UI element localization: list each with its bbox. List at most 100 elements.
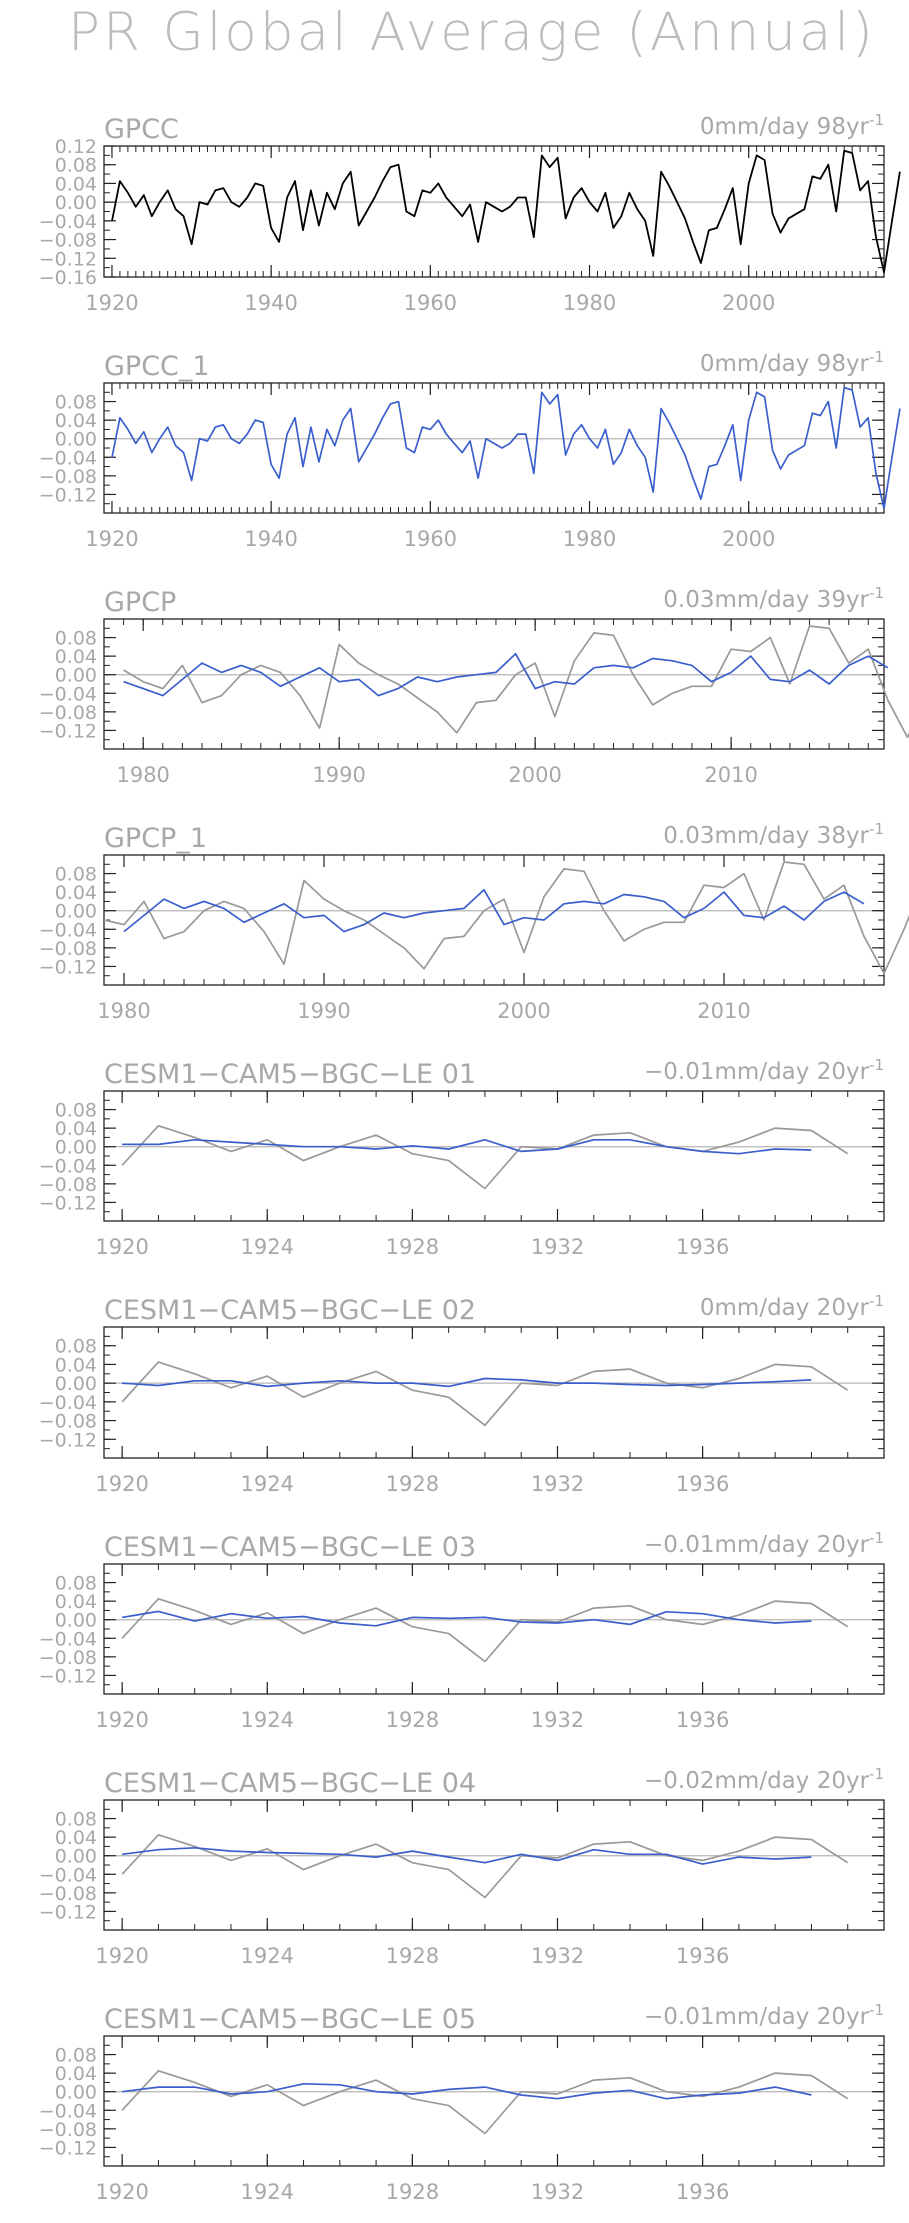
y-tick-label: −0.04	[39, 1864, 97, 1886]
plot-frame	[103, 1799, 885, 1931]
y-tick-label: −0.16	[39, 267, 97, 289]
x-tick-label: 1940	[244, 291, 297, 315]
series-line-2	[121, 1610, 812, 1627]
page-title: PR Global Average (Annual)	[68, 2, 876, 63]
y-tick-label: 0.00	[55, 2082, 97, 2104]
x-tick-label: 1990	[312, 763, 365, 787]
x-tick-label: 1936	[676, 1944, 729, 1968]
y-tick-label: −0.08	[39, 1174, 97, 1196]
chart-title: CESM1−CAM5−BGC−LE 03	[104, 1532, 476, 1563]
x-tick-label: 1990	[297, 999, 350, 1023]
chart-panel-1: GPCC 0mm/day 98yr-1 1920 1940 1960 1980 2000 −0…	[39, 111, 901, 315]
series-line-2	[121, 1846, 812, 1865]
chart-panel-2: GPCC_1 0mm/day 98yr-1 1920 1940 1960 1980 2000…	[39, 348, 901, 551]
y-tick-label: −0.08	[39, 230, 97, 252]
x-tick-label: 2000	[497, 999, 550, 1023]
chart-title: GPCP_1	[104, 823, 207, 854]
y-tick-label: 0.04	[55, 173, 97, 195]
trend-label: −0.01mm/day 20yr-1	[644, 2001, 884, 2030]
y-tick-label: 0.00	[55, 665, 97, 687]
y-tick-label: −0.12	[39, 956, 97, 978]
trend-label: 0mm/day 98yr-1	[700, 111, 884, 140]
chart-panel-3: GPCP 0.03mm/day 39yr-1 1980 1990 2000 2010 −0.…	[39, 584, 909, 787]
x-tick-label: 1980	[563, 527, 616, 551]
y-tick-label: 0.04	[55, 1354, 97, 1376]
y-tick-label: 0.08	[55, 628, 97, 650]
y-tick-label: 0.00	[55, 429, 97, 451]
y-tick-label: −0.04	[39, 919, 97, 941]
y-tick-label: −0.04	[39, 1392, 97, 1414]
chart-title: GPCC_1	[104, 351, 210, 382]
x-tick-label: 1936	[676, 1235, 729, 1259]
series-line-2	[122, 1377, 812, 1388]
chart-title: CESM1−CAM5−BGC−LE 02	[104, 1295, 476, 1326]
x-tick-label: 2000	[722, 527, 775, 551]
x-tick-label: 1980	[116, 763, 169, 787]
series-line-2	[122, 1138, 812, 1155]
series-line-1	[123, 625, 909, 739]
plot-frame	[103, 1563, 885, 1695]
series-line-1	[111, 386, 901, 510]
y-tick-label: 0.12	[55, 136, 97, 158]
y-tick-label: 0.08	[55, 864, 97, 886]
y-tick-label: −0.04	[39, 447, 97, 469]
x-tick-label: 1960	[404, 527, 457, 551]
y-tick-label: −0.08	[39, 2119, 97, 2141]
x-tick-label: 1940	[244, 527, 297, 551]
y-tick-label: −0.12	[39, 1429, 97, 1451]
y-tick-label: 0.04	[55, 1118, 97, 1140]
y-tick-label: 0.04	[55, 410, 97, 432]
y-tick-label: −0.08	[39, 938, 97, 960]
trend-label: 0.03mm/day 38yr-1	[663, 820, 884, 849]
x-tick-label: 1920	[95, 1708, 148, 1732]
y-tick-label: 0.04	[55, 2063, 97, 2085]
trend-label: 0mm/day 20yr-1	[700, 1292, 884, 1321]
y-tick-label: 0.08	[55, 1573, 97, 1595]
plot-frame	[103, 1090, 885, 1222]
series-line-1	[121, 1833, 849, 1899]
series-line-2	[123, 888, 865, 933]
y-tick-label: 0.00	[55, 1137, 97, 1159]
x-tick-label: 1928	[386, 1235, 439, 1259]
series-line-2	[123, 652, 889, 697]
y-tick-label: −0.04	[39, 1155, 97, 1177]
y-tick-label: 0.08	[55, 1100, 97, 1122]
series-line-1	[121, 1597, 849, 1663]
series-line-1	[111, 149, 901, 274]
x-tick-label: 1932	[531, 1235, 584, 1259]
x-tick-label: 1960	[404, 291, 457, 315]
x-tick-label: 1936	[676, 1472, 729, 1496]
x-tick-label: 2000	[508, 763, 561, 787]
y-tick-label: −0.12	[39, 1192, 97, 1214]
series-line-1	[121, 1361, 849, 1427]
y-tick-label: 0.08	[55, 155, 97, 177]
chart-panel-6: CESM1−CAM5−BGC−LE 02 0mm/day 20yr-1 1920 19…	[39, 1292, 885, 1496]
y-tick-label: 0.04	[55, 882, 97, 904]
x-tick-label: 2010	[697, 999, 750, 1023]
x-tick-label: 1980	[97, 999, 150, 1023]
x-tick-label: 1924	[241, 1944, 294, 1968]
x-tick-label: 1932	[531, 1708, 584, 1732]
y-tick-label: −0.12	[39, 248, 97, 270]
y-tick-label: −0.12	[39, 720, 97, 742]
chart-panel-8: CESM1−CAM5−BGC−LE 04 −0.02mm/day 20yr-1 19…	[39, 1765, 885, 1968]
chart-title: CESM1−CAM5−BGC−LE 04	[104, 1768, 476, 1799]
trend-label: −0.02mm/day 20yr-1	[644, 1765, 884, 1794]
x-tick-label: 1928	[386, 2180, 439, 2204]
x-tick-label: 1920	[95, 1944, 148, 1968]
plot-frame	[103, 618, 885, 750]
chart-panel-7: CESM1−CAM5−BGC−LE 03 −0.01mm/day 20yr-1 19…	[39, 1529, 885, 1732]
y-tick-label: −0.12	[39, 1665, 97, 1687]
chart-title: CESM1−CAM5−BGC−LE 05	[104, 2004, 476, 2035]
y-tick-label: −0.12	[39, 2137, 97, 2159]
y-tick-label: −0.04	[39, 1628, 97, 1650]
trend-label: 0mm/day 98yr-1	[700, 348, 884, 377]
series-line-1	[121, 1124, 849, 1190]
x-tick-label: 1928	[386, 1472, 439, 1496]
y-tick-label: 0.04	[55, 1591, 97, 1613]
y-tick-label: −0.12	[39, 484, 97, 506]
y-tick-label: 0.00	[55, 1846, 97, 1868]
x-tick-label: 1924	[241, 2180, 294, 2204]
y-tick-label: −0.04	[39, 211, 97, 233]
